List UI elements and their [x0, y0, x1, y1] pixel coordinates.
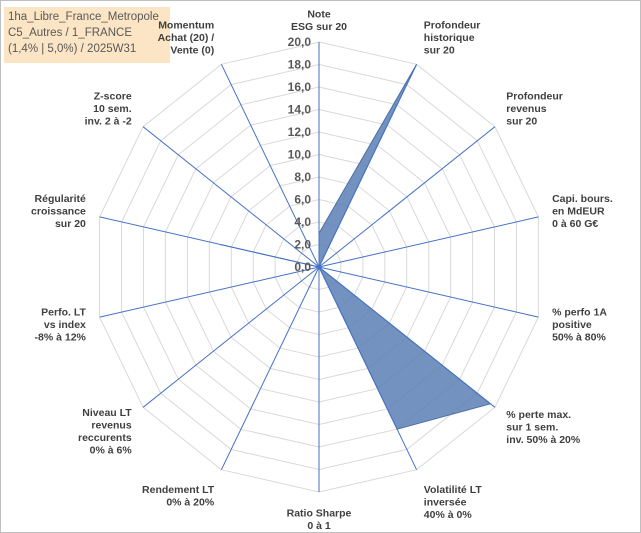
- r-tick-label: 10,0: [288, 148, 312, 162]
- axis-label-1: Note ESG sur 20: [291, 9, 347, 34]
- axis-spoke-2: [318, 64, 418, 268]
- axis-label-10: Niveau LT revenus reccurents 0% à 6%: [78, 407, 132, 457]
- axis-spoke-4: [318, 216, 539, 268]
- axis-spoke-5: [318, 266, 539, 318]
- chart-title-box: 1ha_Libre_France_Metropole C5_Autres / 1…: [4, 7, 170, 63]
- r-tick-label: 6,0: [294, 193, 311, 207]
- axis-label-11: Perfo. LT vs index -8% à 12%: [35, 307, 87, 344]
- axis-spoke-6: [318, 266, 496, 408]
- axis-spoke-13: [142, 126, 320, 268]
- r-tick-label: 20,0: [288, 35, 312, 49]
- r-tick-label: 14,0: [288, 103, 312, 117]
- r-tick-label: 12,0: [288, 125, 312, 139]
- r-tick-label: 2,0: [294, 238, 311, 252]
- axis-label-8: Ratio Sharpe 0 à 1: [287, 508, 352, 533]
- axis-spoke-9: [220, 266, 320, 470]
- axis-label-9: Rendement LT 0% à 20%: [142, 484, 215, 509]
- r-tick-label: 18,0: [288, 58, 312, 72]
- axis-spoke-14: [220, 64, 320, 268]
- axis-spoke-12: [99, 216, 320, 268]
- title-line-3: (1,4% | 5,0%) / 2025W31: [8, 43, 137, 55]
- axis-label-4: Capi. bours. en MdEUR 0 à 60 G€: [552, 193, 613, 230]
- axis-label-2: Profondeur historique sur 20: [424, 20, 481, 57]
- title-line-1: 1ha_Libre_France_Metropole: [8, 11, 159, 23]
- r-tick-label: 16,0: [288, 80, 312, 94]
- axis-spoke-11: [99, 266, 320, 318]
- axis-spoke-3: [318, 126, 496, 268]
- axis-label-6: % perte max. sur 1 sem. inv. 50% à 20%: [506, 409, 581, 446]
- title-line-2: C5_Autres / 1_FRANCE: [8, 27, 132, 39]
- axis-label-12: Régularité croissance sur 20: [31, 193, 86, 230]
- axis-spoke-7: [318, 266, 418, 470]
- axis-label-5: % perfo 1A positive 50% à 80%: [552, 307, 607, 344]
- axis-label-7: Volatilité LT inversée 40% à 0%: [424, 484, 483, 521]
- r-tick-label: 0,0: [294, 260, 311, 274]
- axis-spoke-10: [142, 266, 320, 408]
- r-tick-label: 8,0: [294, 170, 311, 184]
- axis-label-13: Z-score 10 sem. inv. 2 à -2: [85, 90, 132, 127]
- r-tick-label: 4,0: [294, 215, 311, 229]
- axis-label-14: Momentum Achat (20) / Vente (0): [158, 20, 215, 57]
- axis-label-3: Profondeur revenus sur 20: [506, 90, 563, 127]
